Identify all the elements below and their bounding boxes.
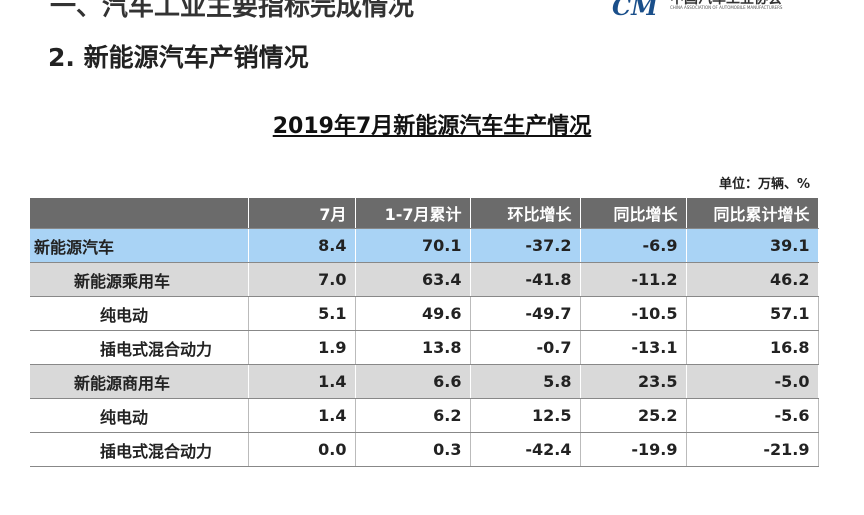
logo-mark: CM bbox=[612, 0, 658, 21]
section-title: 2. 新能源汽车产销情况 bbox=[48, 43, 309, 72]
number-cell: 1.9 bbox=[248, 330, 356, 365]
number-cell: -11.2 bbox=[580, 262, 687, 297]
number-cell: -41.8 bbox=[470, 262, 581, 297]
number-cell: -19.9 bbox=[580, 432, 687, 467]
row-label: 纯电动 bbox=[30, 398, 249, 433]
table-row: 插电式混合动力 1.9 13.8 -0.7 -13.1 16.8 bbox=[30, 330, 819, 365]
logo-text: 中国汽车工业协会 bbox=[670, 0, 782, 8]
row-label: 新能源乘用车 bbox=[30, 262, 249, 297]
number-cell: 12.5 bbox=[470, 398, 581, 433]
number-cell: -49.7 bbox=[470, 296, 581, 331]
unit-note: 单位：万辆、% bbox=[718, 177, 810, 192]
table-title: 2019年7月新能源汽车生产情况 bbox=[272, 114, 592, 139]
table-row: 新能源乘用车 7.0 63.4 -41.8 -11.2 46.2 bbox=[30, 262, 819, 297]
number-cell: 70.1 bbox=[355, 228, 471, 263]
data-table: 7月 1-7月累计 环比增长 同比增长 同比累计增长 新能源汽车 8.4 70.1 -37.2… bbox=[30, 198, 819, 467]
header-cell: 同比增长 bbox=[580, 198, 687, 229]
table-row: 纯电动 5.1 49.6 -49.7 -10.5 57.1 bbox=[30, 296, 819, 331]
header-cell: 1-7月累计 bbox=[355, 198, 471, 229]
number-cell: 1.4 bbox=[248, 364, 356, 399]
number-cell: -6.9 bbox=[580, 228, 687, 263]
number-cell: 6.6 bbox=[355, 364, 471, 399]
number-cell: 57.1 bbox=[686, 296, 819, 331]
number-cell: 63.4 bbox=[355, 262, 471, 297]
row-label: 插电式混合动力 bbox=[30, 330, 249, 365]
table-row: 纯电动 1.4 6.2 12.5 25.2 -5.6 bbox=[30, 398, 819, 433]
table-row: 插电式混合动力 0.0 0.3 -42.4 -19.9 -21.9 bbox=[30, 432, 819, 467]
number-cell: 23.5 bbox=[580, 364, 687, 399]
number-cell: 5.1 bbox=[248, 296, 356, 331]
logo: CM 中国汽车工业协会 CHINA ASSOCIATION OF AUTOMOB… bbox=[612, 0, 864, 21]
header-cell: 同比累计增长 bbox=[686, 198, 819, 229]
number-cell: 25.2 bbox=[580, 398, 687, 433]
number-cell: 7.0 bbox=[248, 262, 356, 297]
number-cell: 1.4 bbox=[248, 398, 356, 433]
header-cell bbox=[30, 198, 249, 229]
number-cell: -37.2 bbox=[470, 228, 581, 263]
header-row: 7月 1-7月累计 环比增长 同比增长 同比累计增长 bbox=[30, 198, 819, 229]
page-header: 一、汽车工业主要指标完成情况 bbox=[50, 0, 415, 22]
number-cell: -10.5 bbox=[580, 296, 687, 331]
number-cell: 5.8 bbox=[470, 364, 581, 399]
row-label: 新能源商用车 bbox=[30, 364, 249, 399]
number-cell: -0.7 bbox=[470, 330, 581, 365]
number-cell: -13.1 bbox=[580, 330, 687, 365]
number-cell: 16.8 bbox=[686, 330, 819, 365]
number-cell: -21.9 bbox=[686, 432, 819, 467]
table-row: 新能源商用车 1.4 6.6 5.8 23.5 -5.0 bbox=[30, 364, 819, 399]
row-label: 纯电动 bbox=[30, 296, 249, 331]
header-cell: 7月 bbox=[248, 198, 356, 229]
number-cell: -5.6 bbox=[686, 398, 819, 433]
table-row: 新能源汽车 8.4 70.1 -37.2 -6.9 39.1 bbox=[30, 228, 819, 263]
number-cell: 8.4 bbox=[248, 228, 356, 263]
row-label: 插电式混合动力 bbox=[30, 432, 249, 467]
logo-subtext: CHINA ASSOCIATION OF AUTOMOBILE MANUFACT… bbox=[670, 5, 783, 10]
number-cell: -5.0 bbox=[686, 364, 819, 399]
number-cell: 39.1 bbox=[686, 228, 819, 263]
number-cell: 0.3 bbox=[355, 432, 471, 467]
number-cell: 13.8 bbox=[355, 330, 471, 365]
number-cell: 0.0 bbox=[248, 432, 356, 467]
number-cell: 46.2 bbox=[686, 262, 819, 297]
row-label: 新能源汽车 bbox=[30, 228, 249, 263]
number-cell: 49.6 bbox=[355, 296, 471, 331]
header-cell: 环比增长 bbox=[470, 198, 581, 229]
number-cell: -42.4 bbox=[470, 432, 581, 467]
number-cell: 6.2 bbox=[355, 398, 471, 433]
